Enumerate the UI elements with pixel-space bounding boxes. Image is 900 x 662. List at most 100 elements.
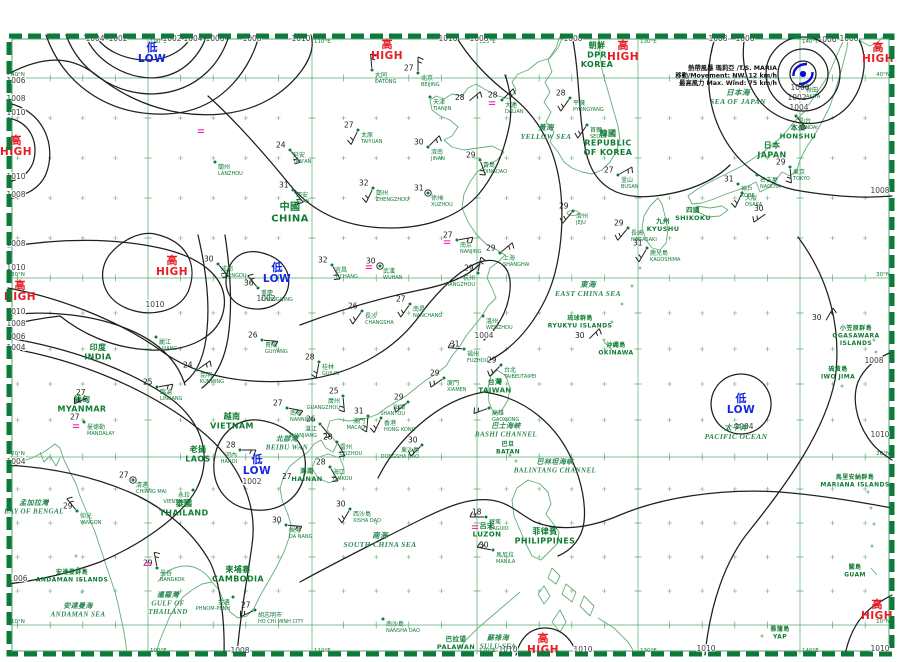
station-name-zh: 西安 [296, 191, 308, 199]
station-name-en: HO CHI MINH CITY [258, 619, 304, 625]
station-name-en: BUSAN [621, 184, 639, 190]
isobar-value: 1002 [787, 93, 806, 102]
station-dot [288, 148, 292, 152]
station-dot [568, 96, 572, 100]
isobar-value: 1000 [790, 83, 809, 92]
station-dot [370, 68, 374, 72]
station-dot [356, 128, 360, 132]
coastlines [7, 35, 885, 656]
isobar-value: 1006 [8, 574, 27, 583]
svg-text:RYUKYU ISLANDS: RYUKYU ISLANDS [548, 323, 612, 330]
weather-phenomenon-icon [443, 240, 451, 244]
obs-temperature: 30 [754, 204, 764, 213]
lat-label: 30°N [876, 272, 890, 278]
svg-text:高: 高 [167, 253, 178, 267]
svg-text:HIGH: HIGH [156, 266, 188, 278]
station-name-zh: 曼德勒 [87, 423, 105, 431]
station-name-en: ZHENGZHOU [376, 197, 409, 203]
station-name-en: DONGSHA DAO [381, 454, 419, 460]
station-name-en: SEOUL [590, 134, 607, 140]
station-name-en: NAGOYA [760, 184, 781, 190]
svg-text:緬甸: 緬甸 [74, 394, 91, 404]
calm-wind-icon [129, 476, 137, 484]
station-name-zh: 南沙島 [386, 620, 404, 628]
station-name-zh: 碧瑤 [489, 518, 501, 526]
lon-label: 110°E [314, 648, 331, 654]
station-temperature: 29 [466, 151, 476, 160]
station-dot [213, 160, 217, 164]
svg-text:HIGH: HIGH [4, 291, 36, 303]
station-temperature: 25 [143, 378, 153, 387]
station-name-en: LEIZHOU [340, 451, 363, 457]
station-name-en: VIENTIANE [163, 499, 190, 505]
station-dot [371, 186, 375, 190]
isobar-value: 1004 [734, 422, 753, 431]
station-name-en: TAIBEI/TAIPEI [503, 374, 537, 380]
station-dot [341, 394, 345, 398]
station-temperature: 31 [279, 181, 289, 190]
svg-text:HIGH: HIGH [527, 644, 559, 656]
station-name-en: DATONG [375, 79, 397, 85]
station-name-zh: 秋田 [806, 86, 818, 94]
svg-text:巴旦: 巴旦 [502, 440, 515, 448]
station-name-zh: 鹿兒島 [650, 249, 668, 257]
station-name-zh: 高雄 [492, 409, 504, 417]
station-name-en: SHANTOU [380, 411, 405, 417]
area-labels: 中國CHINA印度INDIA緬甸MYANMAR越南VIETNAM老撾LAOS泰國… [3, 40, 889, 651]
station-name-zh: 大阪 [745, 194, 757, 202]
svg-text:小笠原群島: 小笠原群島 [839, 324, 872, 332]
svg-text:高: 高 [618, 38, 629, 52]
station-temperature: 18 [472, 508, 482, 517]
station-dot [788, 165, 792, 169]
svg-text:PHILIPPINES: PHILIPPINES [515, 537, 576, 546]
isobar-value: 1008 [6, 190, 25, 199]
station-name-zh: 廈門 [447, 379, 459, 387]
svg-text:高: 高 [11, 133, 22, 147]
station-dot [442, 376, 446, 380]
station-temperature: 27 [273, 399, 283, 408]
station-name-en: CHENGDU [221, 273, 247, 279]
station-name-en: WUHAN [383, 275, 403, 281]
svg-text:巴拉望: 巴拉望 [446, 634, 467, 643]
station-name-zh: 上海 [503, 254, 515, 262]
station-temperature: 31 [724, 175, 734, 184]
station-name-zh: 胡志明市 [258, 611, 282, 619]
station-dot [616, 173, 620, 177]
station-dot [82, 420, 86, 424]
station-temperature: 27 [443, 231, 453, 240]
svg-text:YAP: YAP [772, 634, 787, 641]
svg-text:朝鮮: 朝鮮 [589, 40, 606, 50]
station-temperature: 32 [318, 256, 328, 265]
station-temperature: 31 [414, 184, 424, 193]
station-name-zh: 河內 [225, 451, 237, 459]
station-name-en: GUANGZHOU [307, 405, 341, 411]
svg-text:雅蒲島: 雅蒲島 [769, 625, 789, 633]
station-name-zh: 長崎 [631, 229, 643, 237]
obs-temperature: 30 [812, 313, 822, 322]
station-temperature: 36 [244, 279, 254, 288]
station-temperature: 27 [241, 601, 251, 610]
station-temperature: 30 [204, 255, 214, 264]
station-temperature: 30 [414, 138, 424, 147]
station-name-en: BEIJING [421, 82, 440, 88]
isobar-value: 1010 [498, 645, 517, 654]
svg-text:呂宋: 呂宋 [480, 521, 495, 530]
station-dot [155, 385, 159, 389]
station-dot [335, 440, 339, 444]
station-dot [155, 566, 159, 570]
station-name-zh: 神戶 [741, 185, 753, 193]
svg-text:巴林坦海峽: 巴林坦海峽 [537, 457, 576, 466]
svg-text:BASHI CHANNEL: BASHI CHANNEL [474, 431, 537, 439]
